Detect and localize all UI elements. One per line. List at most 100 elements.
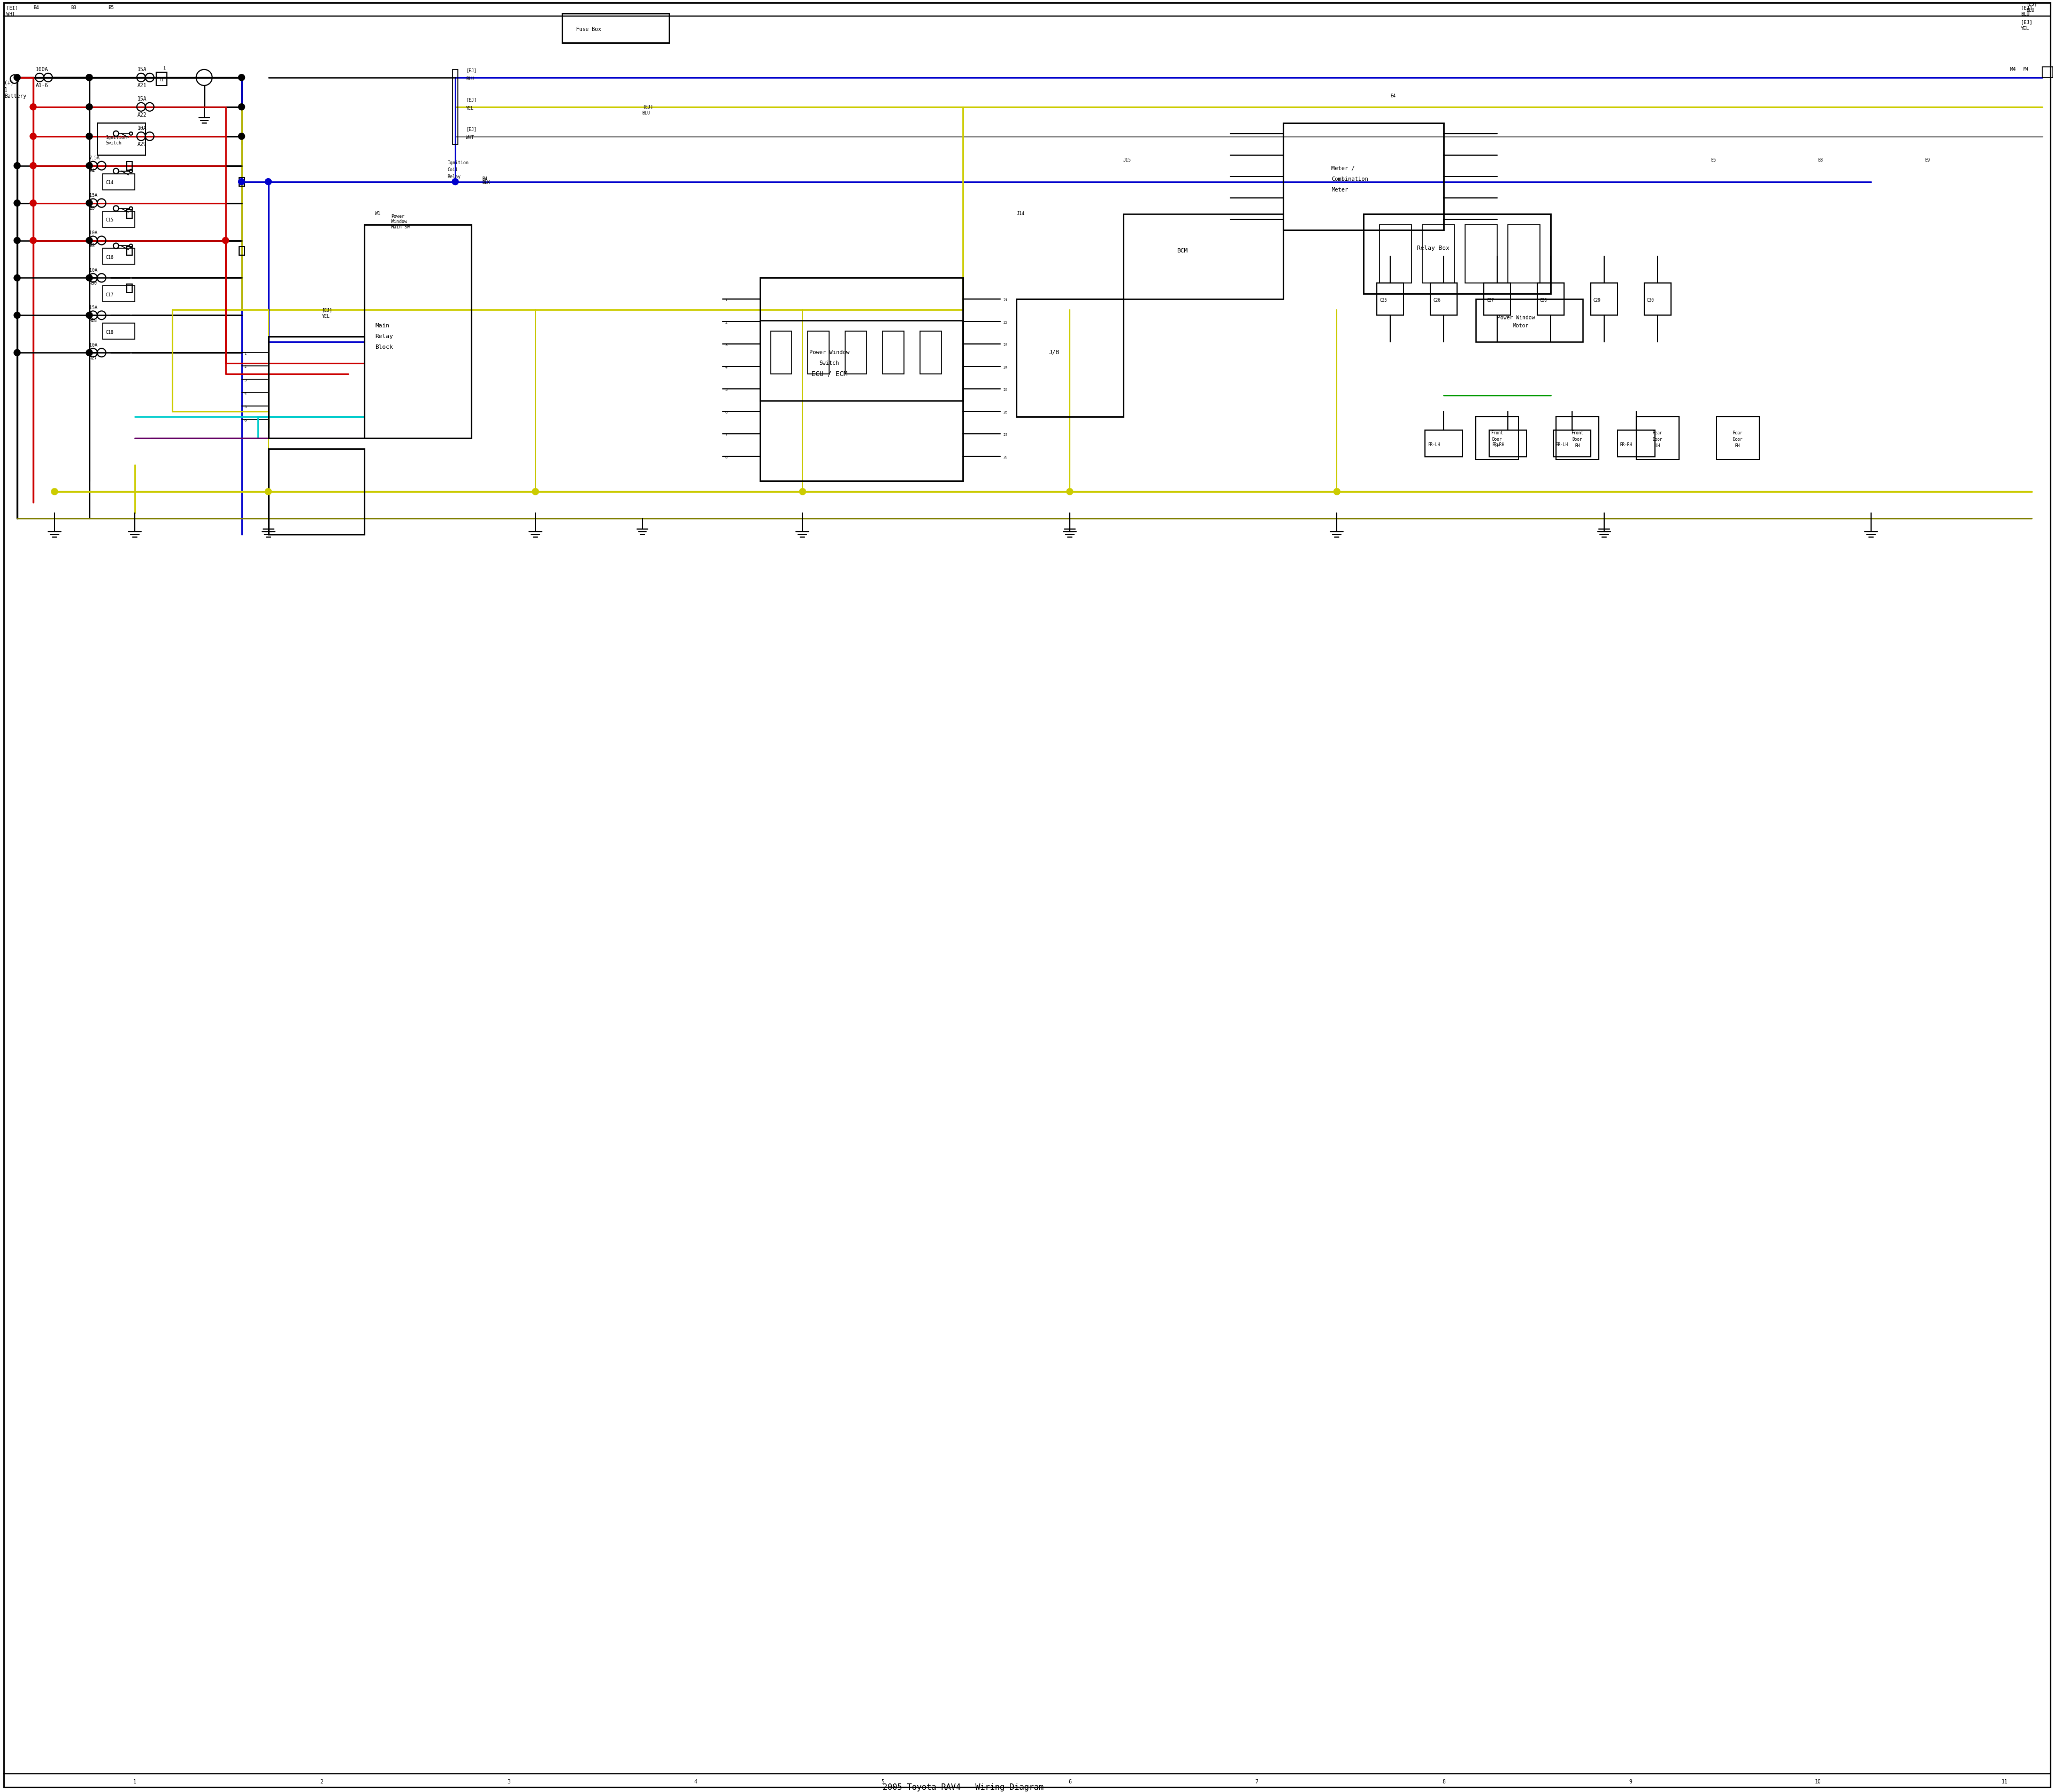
Circle shape bbox=[31, 163, 37, 168]
Text: C15: C15 bbox=[105, 219, 113, 222]
Text: Rear: Rear bbox=[1653, 430, 1662, 435]
Text: A27: A27 bbox=[88, 355, 97, 360]
Bar bbox=[103, 287, 136, 301]
Text: BLK: BLK bbox=[483, 181, 491, 185]
Text: Meter: Meter bbox=[1331, 186, 1347, 192]
Text: FR-RH: FR-RH bbox=[1491, 443, 1504, 446]
Bar bbox=[760, 278, 963, 480]
Circle shape bbox=[14, 73, 21, 81]
Text: A22: A22 bbox=[138, 113, 146, 118]
Bar bbox=[1717, 418, 1758, 459]
Text: E5: E5 bbox=[1711, 158, 1717, 163]
Text: 28: 28 bbox=[1002, 455, 1009, 459]
Bar bbox=[1590, 283, 1616, 315]
Bar bbox=[1557, 418, 1598, 459]
Text: [EJ]: [EJ] bbox=[2025, 2, 2038, 7]
Bar bbox=[127, 210, 131, 219]
Circle shape bbox=[14, 237, 21, 244]
Circle shape bbox=[86, 237, 92, 244]
Text: E9: E9 bbox=[1925, 158, 1931, 163]
Text: [EJ]: [EJ] bbox=[466, 68, 477, 73]
Text: C17: C17 bbox=[105, 292, 113, 297]
Circle shape bbox=[86, 73, 92, 81]
Circle shape bbox=[86, 201, 92, 206]
Text: Power
Window
Main SW: Power Window Main SW bbox=[390, 213, 411, 229]
Text: Relay Box: Relay Box bbox=[1417, 246, 1450, 251]
Text: 22: 22 bbox=[1002, 321, 1009, 324]
Text: Switch: Switch bbox=[820, 360, 840, 366]
Bar bbox=[1553, 430, 1590, 457]
Text: 3: 3 bbox=[507, 1779, 509, 1785]
Bar bbox=[1380, 224, 1411, 283]
Circle shape bbox=[86, 133, 92, 140]
Text: Battery: Battery bbox=[4, 93, 27, 99]
Bar bbox=[238, 177, 244, 186]
Text: [EJ]: [EJ] bbox=[2021, 5, 2031, 11]
Text: BLU: BLU bbox=[2021, 13, 2029, 16]
Text: RH: RH bbox=[1736, 443, 1740, 448]
Text: C16: C16 bbox=[105, 254, 113, 260]
Text: E8: E8 bbox=[1818, 158, 1824, 163]
Text: C29: C29 bbox=[1594, 297, 1600, 303]
Text: T1: T1 bbox=[158, 77, 164, 82]
Circle shape bbox=[86, 73, 92, 81]
Bar bbox=[883, 332, 904, 375]
Text: J15: J15 bbox=[1124, 158, 1132, 163]
Text: A28: A28 bbox=[88, 319, 97, 323]
Bar bbox=[103, 323, 136, 339]
Text: RR-LH: RR-LH bbox=[1557, 443, 1569, 446]
Bar bbox=[1508, 224, 1540, 283]
Circle shape bbox=[31, 237, 37, 244]
Text: [EJ]: [EJ] bbox=[322, 308, 333, 312]
Circle shape bbox=[31, 133, 37, 140]
Text: C25: C25 bbox=[1380, 297, 1386, 303]
Text: [EJ]: [EJ] bbox=[643, 104, 653, 109]
Text: [EI]: [EI] bbox=[6, 5, 18, 11]
Bar bbox=[1430, 283, 1456, 315]
Bar bbox=[103, 249, 136, 265]
Text: 5: 5 bbox=[725, 389, 727, 392]
Text: 5: 5 bbox=[881, 1779, 885, 1785]
Text: 10A: 10A bbox=[88, 269, 97, 272]
Bar bbox=[156, 72, 166, 86]
Circle shape bbox=[265, 179, 271, 185]
Bar bbox=[269, 337, 364, 439]
Bar bbox=[97, 124, 146, 154]
Text: Fuse Box: Fuse Box bbox=[577, 27, 602, 32]
Text: LH: LH bbox=[1656, 443, 1660, 448]
Circle shape bbox=[14, 312, 21, 319]
Bar bbox=[238, 247, 244, 256]
Text: C18: C18 bbox=[105, 330, 113, 335]
Bar bbox=[1477, 418, 1518, 459]
Text: 7: 7 bbox=[725, 434, 727, 437]
Circle shape bbox=[238, 73, 244, 81]
Text: 15A: 15A bbox=[138, 66, 146, 72]
Text: 2005 Toyota RAV4 - Wiring Diagram: 2005 Toyota RAV4 - Wiring Diagram bbox=[883, 1783, 1043, 1792]
Circle shape bbox=[31, 104, 37, 109]
Text: B3: B3 bbox=[88, 244, 94, 249]
Bar bbox=[364, 224, 470, 439]
Circle shape bbox=[86, 104, 92, 109]
Text: Main: Main bbox=[376, 323, 390, 328]
Bar bbox=[1425, 430, 1462, 457]
Circle shape bbox=[799, 489, 805, 495]
Text: Power Window: Power Window bbox=[1497, 315, 1534, 321]
Bar bbox=[452, 70, 458, 145]
Text: 21: 21 bbox=[1002, 299, 1009, 301]
Text: 4: 4 bbox=[694, 1779, 696, 1785]
Circle shape bbox=[532, 489, 538, 495]
Text: Ignition: Ignition bbox=[448, 161, 468, 165]
Text: Relay: Relay bbox=[376, 333, 392, 339]
Text: WHT: WHT bbox=[466, 136, 474, 140]
Bar bbox=[846, 332, 867, 375]
Text: LH: LH bbox=[1495, 443, 1499, 448]
Text: A21: A21 bbox=[138, 82, 146, 88]
Bar bbox=[127, 285, 131, 292]
Bar bbox=[1421, 224, 1454, 283]
Text: Block: Block bbox=[376, 344, 392, 349]
Bar bbox=[807, 332, 830, 375]
Text: 1: 1 bbox=[725, 299, 727, 301]
Text: 8: 8 bbox=[1442, 1779, 1446, 1785]
Text: Motor: Motor bbox=[1514, 323, 1528, 328]
Text: BCM: BCM bbox=[1177, 249, 1187, 254]
